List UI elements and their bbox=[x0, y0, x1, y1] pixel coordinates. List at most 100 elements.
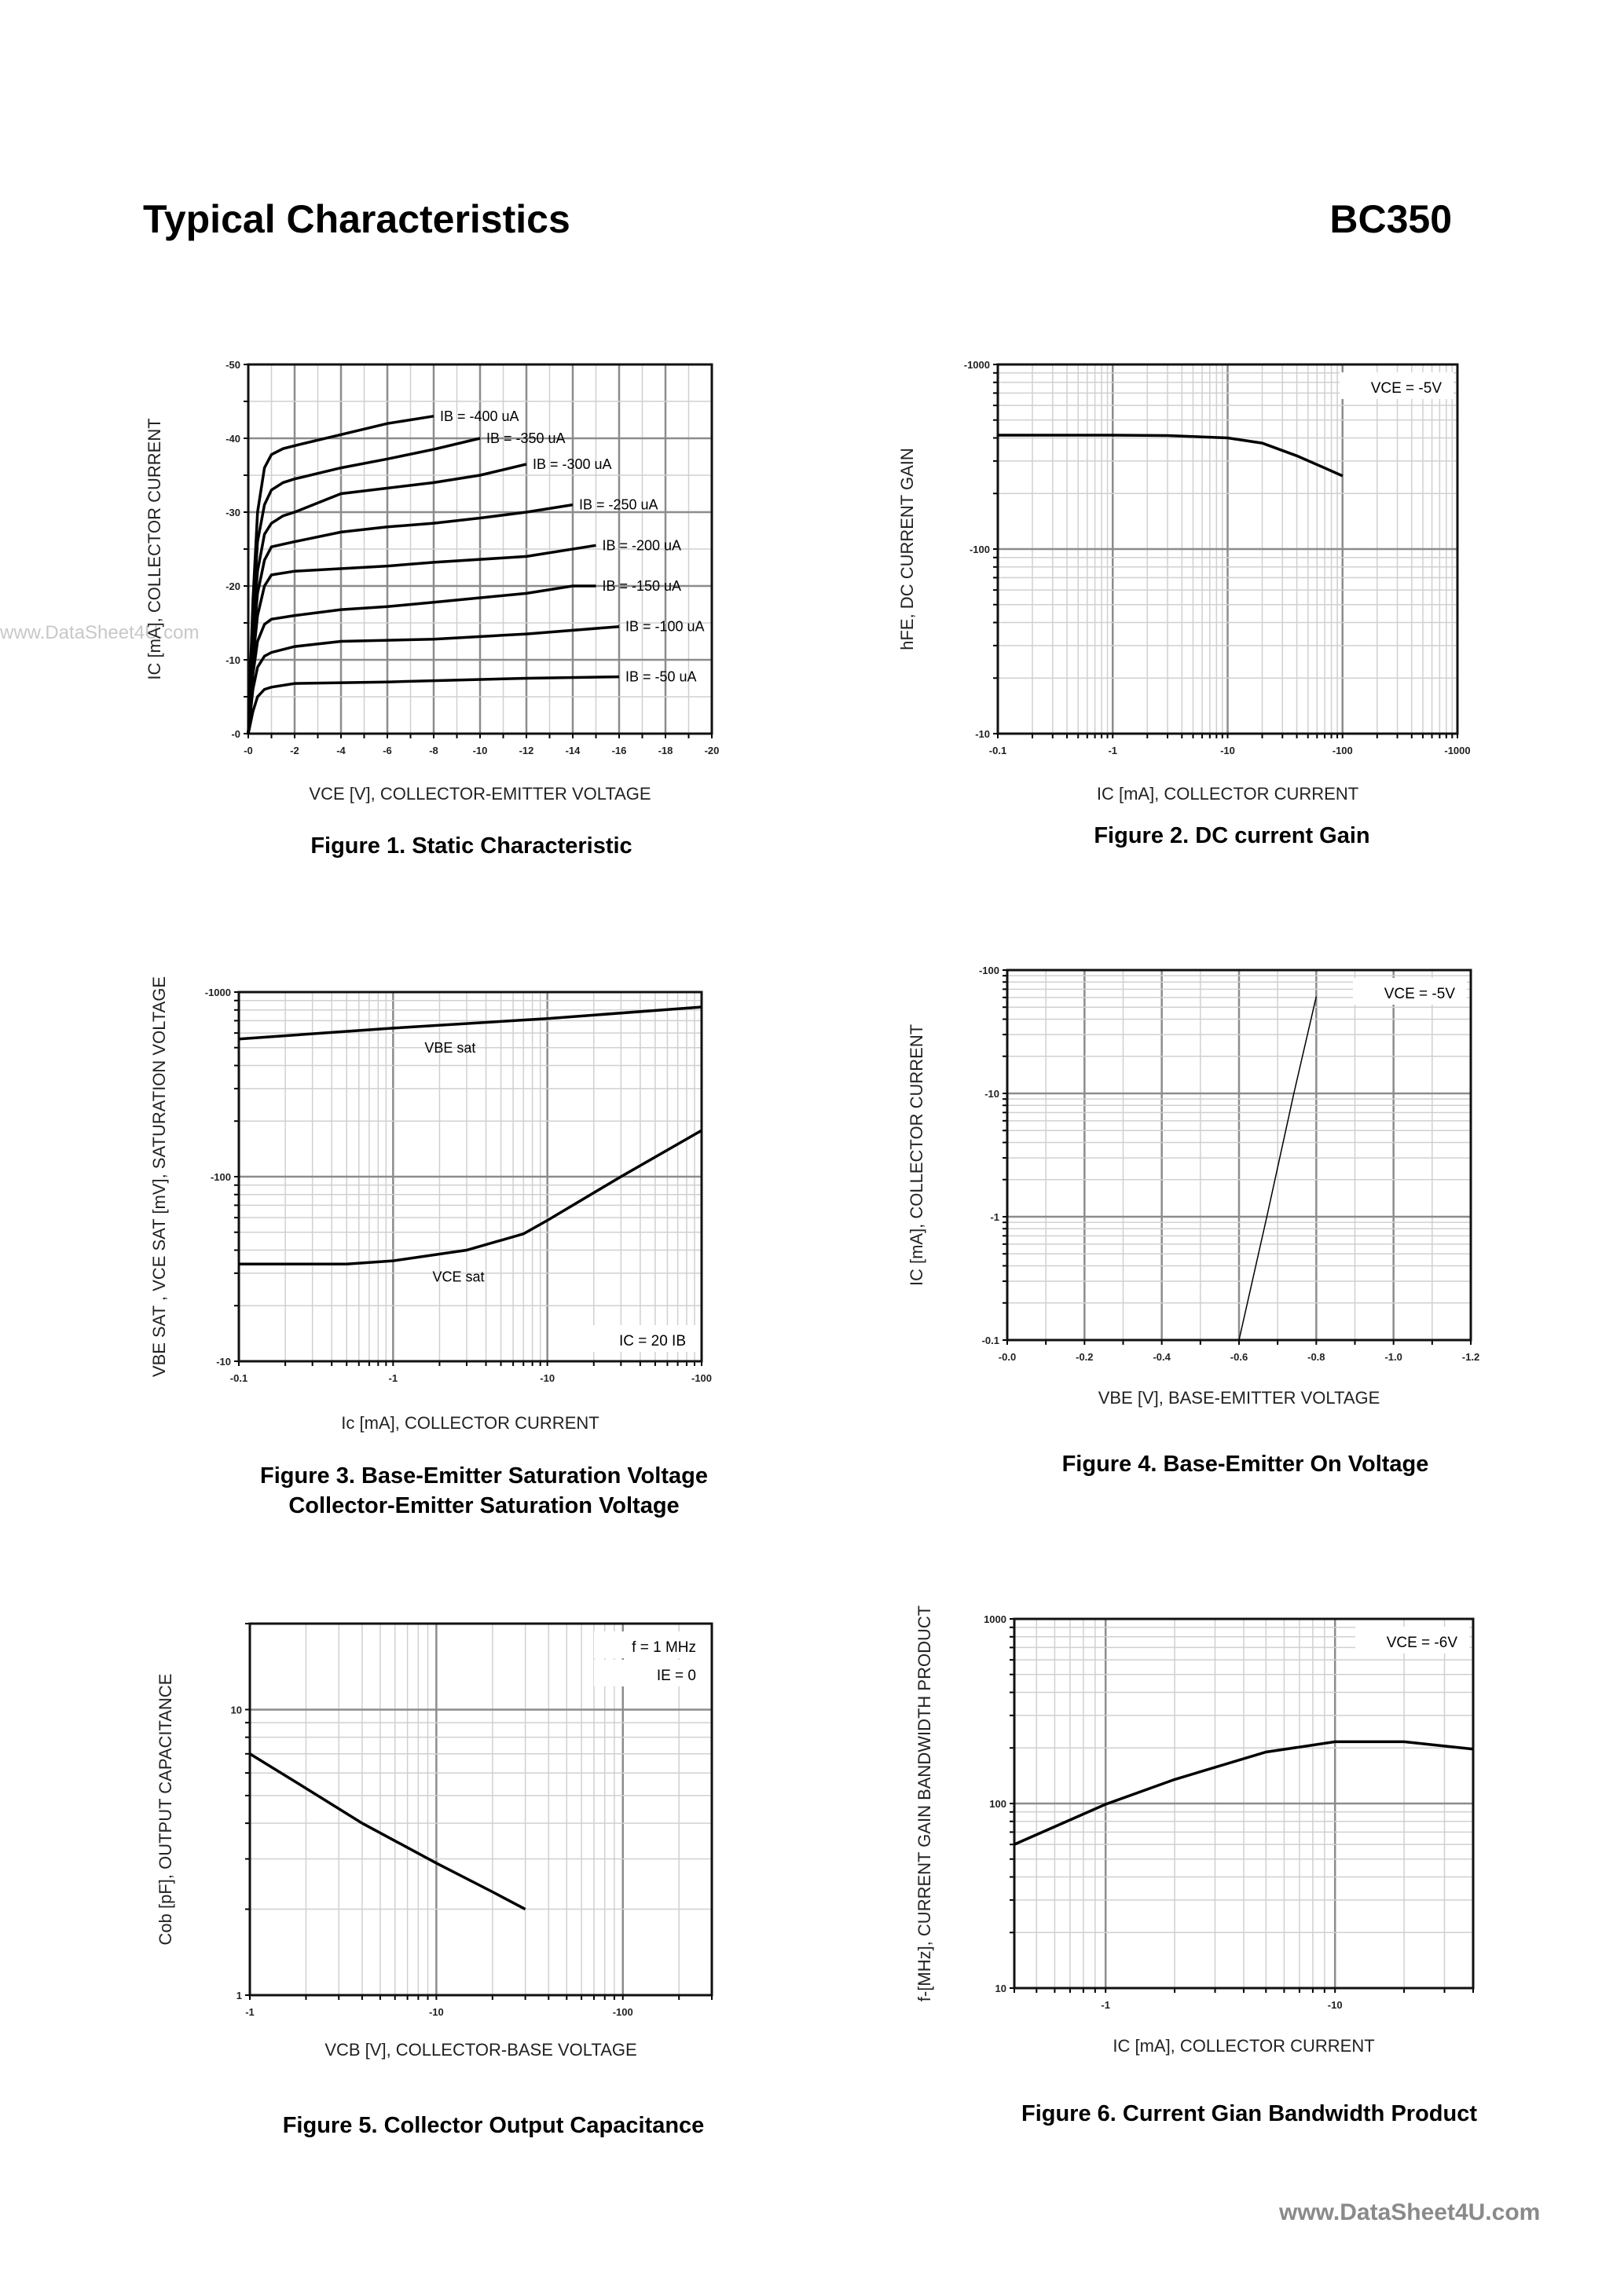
x-tick-label: -10 bbox=[473, 745, 488, 756]
condition-annotation: IC = 20 IB bbox=[619, 1333, 686, 1349]
part-number: BC350 bbox=[1329, 197, 1452, 241]
annotation-bg bbox=[584, 1325, 698, 1352]
annotation-bg bbox=[1355, 1627, 1469, 1653]
y-axis-label: f-[MHz], CURRENT GAIN BANDWIDTH PRODUCT bbox=[915, 1606, 934, 2001]
y-axis-label: hFE, DC CURRENT GAIN bbox=[897, 448, 917, 650]
x-tick-label: -0.1 bbox=[230, 1372, 247, 1384]
x-tick-label: -8 bbox=[429, 745, 438, 756]
x-tick-label: -1 bbox=[245, 2006, 255, 2018]
x-axis-label: VCE [V], COLLECTOR-EMITTER VOLTAGE bbox=[309, 784, 651, 804]
condition-annotation: VCE = -5V bbox=[1384, 986, 1456, 1002]
x-tick-label: -10 bbox=[1220, 745, 1235, 756]
figure-caption: Figure 3. Base-Emitter Saturation Voltag… bbox=[260, 1463, 708, 1489]
series-label: VCE sat bbox=[432, 1269, 484, 1285]
x-tick-label: -12 bbox=[519, 745, 534, 756]
y-tick-label: -100 bbox=[970, 544, 990, 555]
y-tick-label: -0.1 bbox=[982, 1335, 999, 1346]
y-axis-label: IC [mA], COLLECTOR CURRENT bbox=[145, 418, 164, 679]
x-tick-label: -0.6 bbox=[1230, 1351, 1248, 1363]
x-axis-label: IC [mA], COLLECTOR CURRENT bbox=[1113, 2036, 1374, 2056]
x-tick-label: -16 bbox=[612, 745, 627, 756]
x-tick-label: -10 bbox=[429, 2006, 444, 2018]
x-tick-label: -10 bbox=[1328, 1999, 1343, 2011]
figure-caption: Figure 1. Static Characteristic bbox=[310, 833, 632, 859]
series-line bbox=[249, 1752, 526, 1911]
y-tick-label: 100 bbox=[989, 1798, 1006, 1810]
y-tick-label: -10 bbox=[984, 1088, 999, 1100]
series-line bbox=[247, 584, 596, 734]
fig4-chart: -0.0 -0.2 -0.4 -0.6 -0.8 -1.0 -1.2 -0.1 -1 -10 -10… bbox=[907, 965, 1479, 1477]
x-tick-label: -20 bbox=[705, 745, 720, 756]
x-tick-label: -14 bbox=[566, 745, 581, 756]
condition-annotation: f = 1 MHz bbox=[632, 1639, 696, 1656]
series-line bbox=[247, 415, 434, 734]
x-tick-label: -6 bbox=[383, 745, 392, 756]
x-tick-label: -10 bbox=[540, 1372, 555, 1384]
x-tick-label: -0.2 bbox=[1076, 1351, 1093, 1363]
figure-caption: Collector-Emitter Saturation Voltage bbox=[288, 1493, 679, 1518]
series-line bbox=[247, 624, 620, 734]
plot-frame bbox=[1013, 1617, 1475, 1990]
x-tick-label: -0.4 bbox=[1153, 1351, 1171, 1363]
annotation-bg bbox=[1353, 978, 1467, 1005]
series-label: IB = -100 uA bbox=[625, 619, 705, 635]
x-tick-label: -0.1 bbox=[989, 745, 1006, 756]
y-tick-label: -40 bbox=[225, 433, 240, 445]
x-tick-label: -100 bbox=[613, 2006, 633, 2018]
series-label: IB = -350 uA bbox=[486, 430, 566, 446]
y-tick-label: -100 bbox=[979, 965, 999, 976]
x-tick-label: -2 bbox=[290, 745, 299, 756]
x-tick-label: -1 bbox=[389, 1372, 398, 1384]
y-axis-label: VBE SAT , VCE SAT [mV], SATURATION VOLTA… bbox=[149, 976, 169, 1377]
x-tick-label: -100 bbox=[1333, 745, 1353, 756]
fig3-chart: -0.1 -1 -10 -100 -10 -100 -1000 VBE sat VCE sat I… bbox=[149, 976, 712, 1518]
series-label: IB = -400 uA bbox=[440, 408, 519, 424]
x-tick-label: -18 bbox=[658, 745, 673, 756]
x-tick-label: -1 bbox=[1101, 1999, 1110, 2011]
watermark: www.DataSheet4U.com bbox=[0, 622, 200, 643]
x-axis-label: Ic [mA], COLLECTOR CURRENT bbox=[341, 1413, 599, 1433]
fig1-chart: -0 -2 -4 -6 -8 -10 -12 -14 -16 -18 -20 -0 -10 -20 -30 -… bbox=[145, 359, 719, 859]
plot-frame bbox=[237, 991, 703, 1363]
series-line bbox=[247, 503, 574, 734]
footer-watermark-link[interactable]: www.DataSheet4U.com bbox=[1279, 2199, 1541, 2225]
series-line bbox=[247, 437, 481, 734]
y-tick-label: -1 bbox=[990, 1211, 999, 1223]
series-label: IB = -250 uA bbox=[579, 497, 658, 513]
y-tick-label: -0 bbox=[231, 728, 240, 740]
y-tick-label: -10 bbox=[975, 728, 990, 740]
series-label: IB = -50 uA bbox=[625, 669, 697, 685]
y-tick-label: 1000 bbox=[984, 1613, 1006, 1625]
y-axis-label: Cob [pF], OUTPUT CAPACITANCE bbox=[156, 1674, 175, 1946]
x-tick-label: -1.2 bbox=[1462, 1351, 1479, 1363]
page-title: Typical Characteristics bbox=[143, 197, 570, 241]
condition-annotation: VCE = -5V bbox=[1371, 380, 1443, 397]
y-tick-label: 10 bbox=[995, 1983, 1006, 1994]
plot-frame bbox=[996, 363, 1459, 735]
y-tick-label: 1 bbox=[236, 1990, 242, 2001]
series-line bbox=[247, 544, 596, 734]
x-tick-label: -0.8 bbox=[1307, 1351, 1325, 1363]
series-line bbox=[1014, 1740, 1474, 1846]
figure-caption: Figure 5. Collector Output Capacitance bbox=[283, 2113, 705, 2138]
fig5-chart: -1 -10 -100 1 10 f = 1 MHz IE = 0 VCB [V], COLL… bbox=[156, 1622, 713, 2138]
figure-caption: Figure 2. DC current Gain bbox=[1094, 823, 1369, 848]
figure-caption: Figure 6. Current Gian Bandwidth Product bbox=[1021, 2101, 1477, 2126]
x-tick-label: -0 bbox=[244, 745, 253, 756]
figure-caption: Figure 4. Base-Emitter On Voltage bbox=[1062, 1452, 1429, 1477]
series-line bbox=[998, 434, 1344, 478]
x-tick-label: -100 bbox=[691, 1372, 712, 1384]
annotation-bg bbox=[594, 1660, 708, 1686]
annotation-bg bbox=[1340, 372, 1454, 399]
y-tick-label: -100 bbox=[211, 1171, 231, 1183]
annotation-bg bbox=[594, 1631, 708, 1658]
series-label: IB = -300 uA bbox=[533, 456, 612, 472]
x-axis-label: VCB [V], COLLECTOR-BASE VOLTAGE bbox=[324, 2040, 636, 2060]
x-tick-label: -1.0 bbox=[1384, 1351, 1402, 1363]
y-tick-label: -20 bbox=[225, 580, 240, 592]
y-tick-label: -30 bbox=[225, 507, 240, 518]
x-axis-label: VBE [V], BASE-EMITTER VOLTAGE bbox=[1098, 1388, 1380, 1408]
x-tick-label: -1000 bbox=[1444, 745, 1470, 756]
series-label: VBE sat bbox=[424, 1040, 475, 1056]
